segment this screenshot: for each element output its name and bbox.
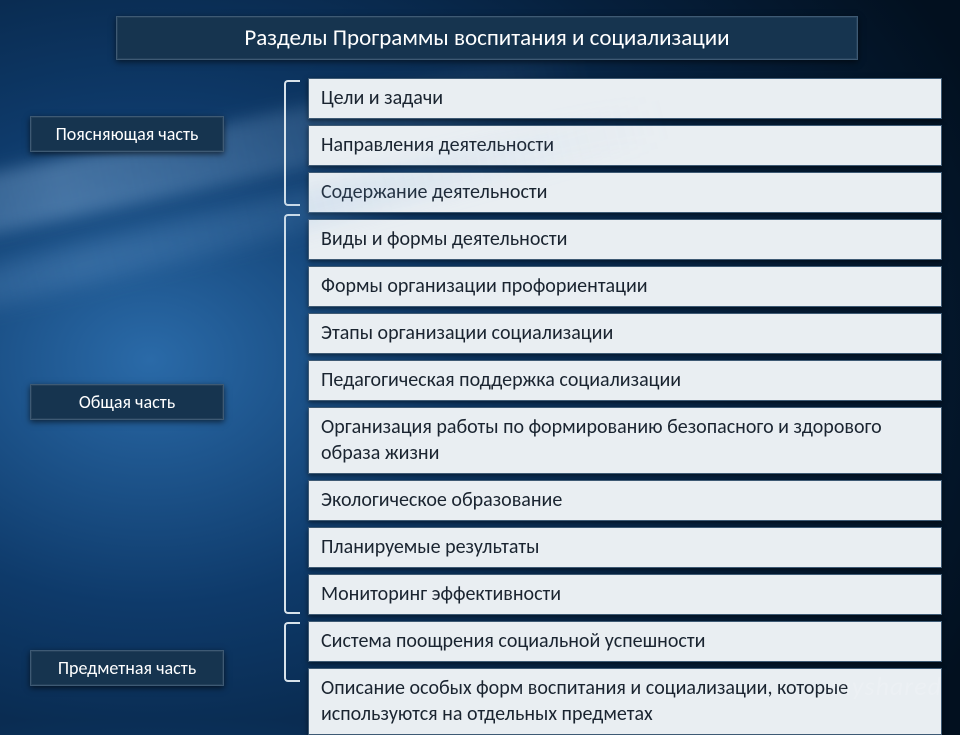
list-item: Экологическое образование <box>308 480 942 521</box>
section-label-subject: Предметная часть <box>30 650 224 686</box>
items-column: Цели и задачи Направления деятельности Сод… <box>308 78 942 735</box>
list-item: Формы организации профориентации <box>308 266 942 307</box>
list-item: Мониторинг эффективности <box>308 574 942 615</box>
section-label-explanatory: Поясняющая часть <box>30 116 224 152</box>
list-item: Педагогическая поддержка социализации <box>308 360 942 401</box>
list-item: Цели и задачи <box>308 78 942 119</box>
section-label-general: Общая часть <box>30 384 224 420</box>
list-item: Содержание деятельности <box>308 172 942 213</box>
list-item: Организация работы по формированию безоп… <box>308 407 942 474</box>
bracket-explanatory <box>284 80 298 206</box>
list-item: Планируемые результаты <box>308 527 942 568</box>
list-item: Виды и формы деятельности <box>308 219 942 260</box>
bracket-general <box>284 214 298 614</box>
list-item: Направления деятельности <box>308 125 942 166</box>
page-title: Разделы Программы воспитания и социализа… <box>116 16 858 60</box>
list-item: Описание особых форм воспитания и социал… <box>308 668 942 735</box>
list-item: Система поощрения социальной успешности <box>308 621 942 662</box>
bracket-subject <box>284 622 298 682</box>
list-item: Этапы организации социализации <box>308 313 942 354</box>
